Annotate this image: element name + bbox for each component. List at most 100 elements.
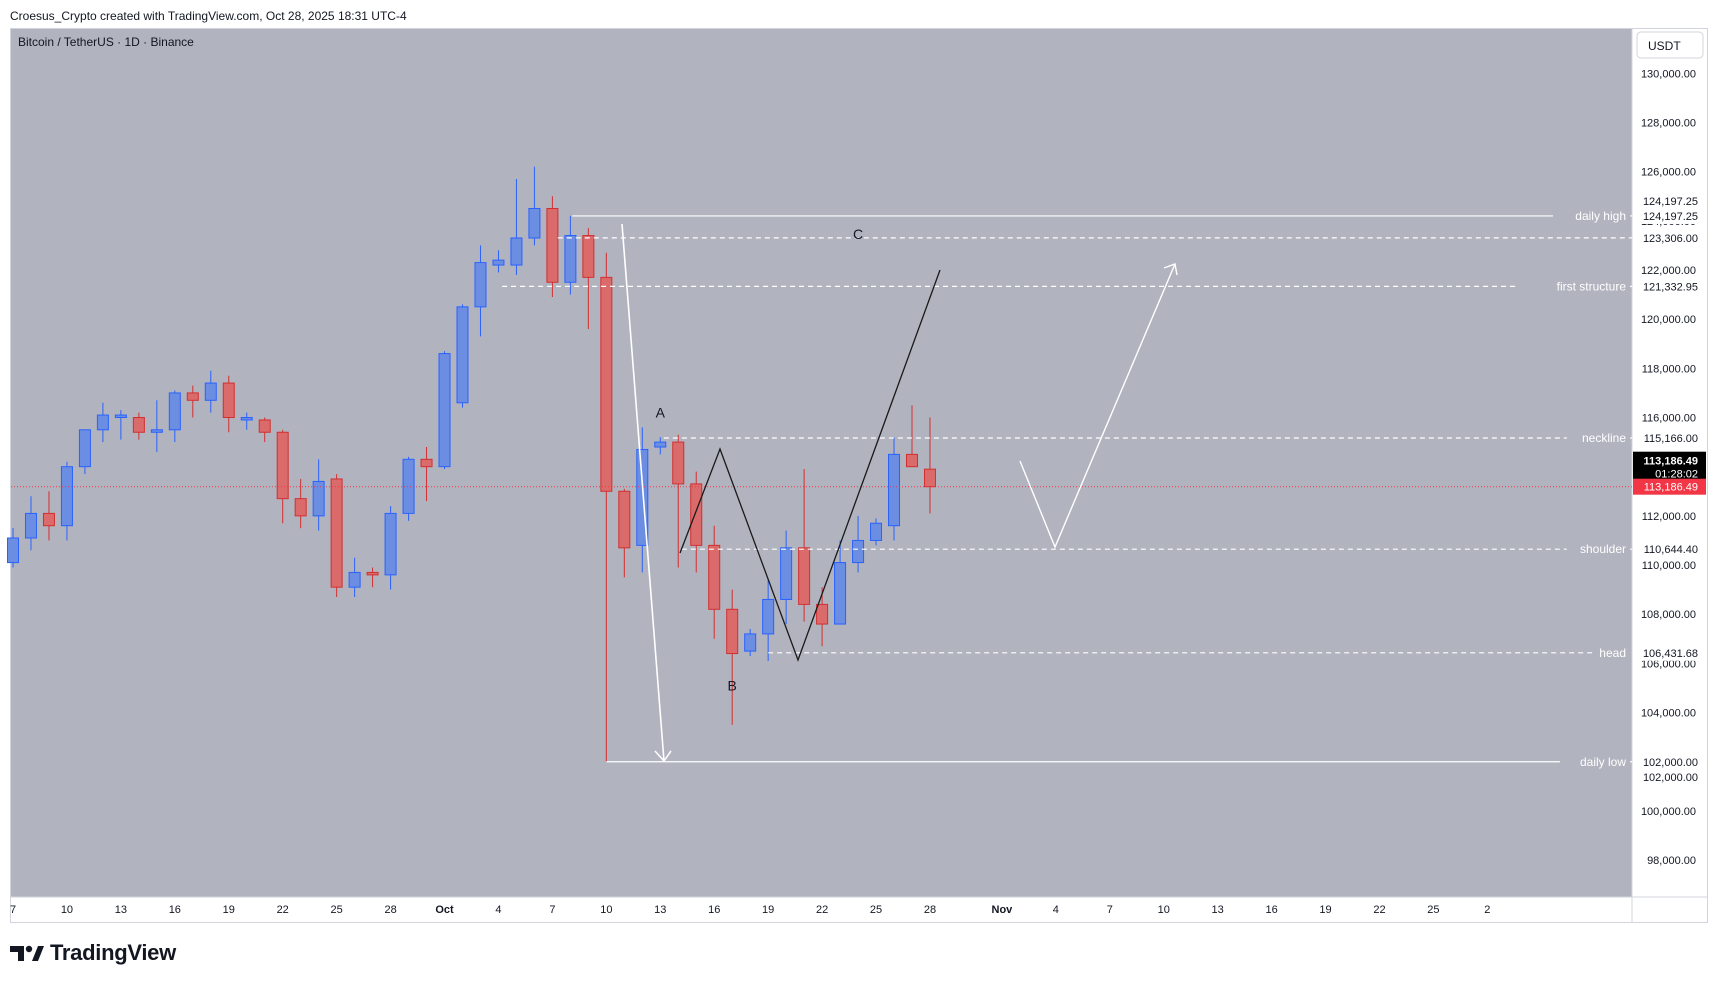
level-label-bg (1559, 753, 1630, 770)
time-tick-label: 7 (549, 904, 555, 916)
candle (726, 589, 739, 725)
candle-body (780, 547, 793, 600)
candle-body (204, 382, 217, 401)
candle (7, 528, 19, 568)
candle (186, 385, 199, 418)
time-tick-label: 7 (1107, 904, 1113, 916)
current-price-tag: 113,186.49 (1633, 478, 1706, 495)
time-tick-label: 22 (816, 904, 828, 916)
price-tick-label: 122,000.00 (1641, 265, 1696, 277)
currency-button[interactable] (1636, 31, 1704, 59)
price-tick-label: 108,000.00 (1641, 609, 1696, 621)
candle (294, 478, 307, 529)
price-tag-bg (1633, 278, 1706, 295)
candle (690, 471, 703, 573)
level-price-tag: 124,197.25 (1633, 207, 1706, 224)
candle-body (762, 598, 775, 635)
candle-body (366, 571, 379, 576)
candle (420, 447, 433, 502)
price-tick-label: 128,000.00 (1641, 117, 1696, 129)
candle (96, 402, 109, 443)
candle (276, 429, 289, 524)
level-price-tag: 102,000.00 (1633, 768, 1706, 785)
time-tick-label: 19 (1319, 904, 1331, 916)
price-tick-label: 104,000.00 (1641, 708, 1696, 720)
candle (474, 245, 487, 337)
candle-body (654, 441, 667, 448)
price-tag-bg (1633, 192, 1706, 209)
level-label: first structure (1557, 279, 1627, 293)
price-tag-text: 123,306.00 (1643, 233, 1698, 245)
time-axis-background (11, 897, 1632, 922)
price-tag-bg (1633, 753, 1706, 770)
candle-body (132, 417, 145, 433)
level-label-bg (1518, 278, 1630, 295)
candle (618, 488, 631, 578)
candle-body (276, 431, 289, 500)
candle (636, 427, 649, 573)
level-label: daily low (1580, 755, 1626, 769)
candle (744, 628, 757, 657)
price-tick-label: 130,000.00 (1641, 68, 1696, 80)
candle-body (528, 208, 541, 239)
current-price-block-bg (1633, 451, 1706, 482)
time-tick-label: 25 (870, 904, 882, 916)
candle-body (294, 498, 307, 517)
level-label: head (1599, 646, 1626, 660)
level-price-tag: 121,332.95 (1633, 278, 1706, 295)
projection-arrow-down (621, 223, 665, 762)
candle-body (888, 453, 901, 527)
projection-arrow-down-head (654, 750, 672, 763)
time-tick-label: 10 (61, 904, 73, 916)
pattern-point-label: A (656, 405, 666, 421)
drawings-group (621, 223, 1178, 763)
candle-body (923, 468, 936, 488)
candle-body (744, 633, 757, 652)
tradingview-logo[interactable]: TradingView (10, 940, 176, 966)
projection-arrow-up-head (1163, 263, 1178, 276)
currency-label: USDT (1648, 39, 1681, 53)
candle-body (78, 429, 91, 468)
candle (798, 469, 811, 622)
plot-background (11, 29, 1632, 897)
candle-body (546, 208, 559, 283)
chart-title: Bitcoin / TetherUS · 1D · Binance (18, 35, 194, 49)
time-tick-label: 13 (1212, 904, 1224, 916)
candle (42, 491, 55, 541)
time-tick-label: 10 (600, 904, 612, 916)
candle (510, 178, 523, 275)
price-tag-text: 124,197.25 (1643, 211, 1698, 223)
levels-group: daily high first structure neckline shoulde… (11, 207, 1632, 770)
price-tag-text: 102,000.00 (1643, 757, 1698, 769)
candle-body (816, 603, 829, 625)
price-tag-bg (1633, 768, 1706, 785)
candle-body (852, 539, 865, 564)
level-label-bg (1553, 207, 1630, 224)
candle-body (150, 429, 163, 433)
price-tick-label: 126,000.00 (1641, 167, 1696, 179)
price-tag-text: 113,186.49 (1644, 482, 1698, 494)
candle (852, 515, 865, 573)
price-tag-text: 110,644.40 (1644, 544, 1698, 556)
candle (600, 252, 613, 762)
level-price-tag: 115,166.00 (1633, 430, 1706, 447)
time-tick-label: 16 (708, 904, 720, 916)
price-tag-bg (1633, 430, 1706, 447)
candle (834, 540, 847, 625)
level-price-tag: 102,000.00 (1633, 753, 1706, 770)
price-tick-label: 106,000.00 (1641, 658, 1696, 670)
price-tick-label: 120,000.00 (1641, 314, 1696, 326)
candle (312, 459, 325, 531)
candle-body (708, 544, 721, 610)
candle (456, 304, 469, 408)
candle-body (168, 392, 181, 431)
candle-body (906, 453, 918, 468)
chart-frame (10, 28, 1708, 923)
candle-body (492, 259, 505, 266)
price-axis: 98,000.00 100,000.00 102,000.00 104,000.00 1… (1641, 68, 1696, 867)
time-tick-label: 10 (1158, 904, 1170, 916)
time-tick-label: 25 (1427, 904, 1439, 916)
time-axis: 7 10 13 16 19 22 25 28 Oct 4 7 10 13 16 19 22 25 28 Nov 4 7 1… (10, 904, 1490, 916)
